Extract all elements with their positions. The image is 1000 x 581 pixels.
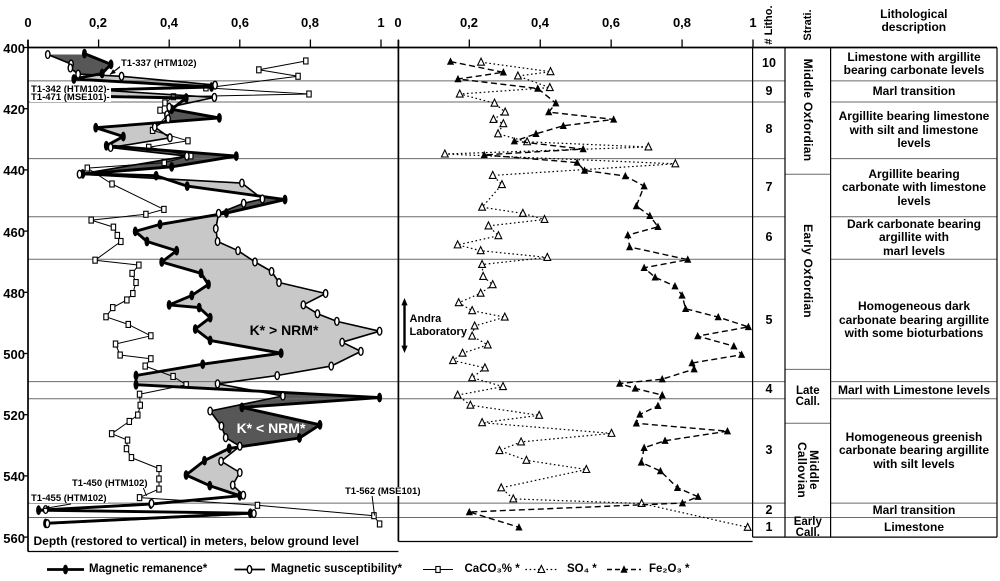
sample-label-t1-337: T1-337 (HTM102)	[120, 58, 198, 69]
left-axis-tick-0_2: 0,2	[88, 15, 108, 30]
litho-unit-number-1: 1	[765, 519, 773, 534]
left-axis-tick-0_8: 0,8	[300, 15, 320, 30]
litho-unit-number-8: 8	[765, 122, 773, 136]
middle-axis-tick-0_2: 0,2	[459, 15, 479, 30]
legend-label-so4: SO₄ *	[567, 562, 597, 575]
left-axis-tick-1: 1	[377, 15, 385, 30]
strati-early-callovian: Early Call.	[793, 516, 822, 539]
depth-label-440: 440	[3, 163, 25, 179]
sample-label-t1-342: T1-342 (HTM102)-	[30, 84, 111, 95]
legend-label-caco3: CaCO₃% *	[464, 562, 520, 575]
depth-label-500: 500	[3, 347, 25, 362]
middle-axis-tick-1: 1	[749, 15, 757, 30]
sample-label-t1-450: T1-450 (HTM102)	[71, 477, 149, 489]
litho-description-4: Marl with Limestone levels	[837, 382, 991, 397]
depth-axis-caption: Depth (restored to vertical) in meters, …	[33, 533, 359, 548]
so4-markers	[440, 56, 752, 531]
litho-unit-number-10: 10	[762, 56, 776, 70]
sample-label-t1-562: T1-562 (MSE101)	[344, 485, 422, 497]
depth-label-540: 540	[3, 469, 25, 485]
middle-axis-tick-0: 0	[394, 15, 402, 30]
litho-description-6: Dark carbonate bearing argillite with ma…	[846, 216, 982, 258]
litho-description-7: Argillite bearing carbonate with limesto…	[841, 166, 987, 208]
litho-column-header: # Litho.	[763, 5, 775, 45]
litho-description-2: Marl transition	[872, 502, 956, 517]
litho-unit-number-6: 6	[765, 230, 773, 244]
strati-middle-callovian: Middle Callovian	[794, 442, 821, 499]
legend-swatches	[47, 564, 641, 575]
k-less-nrm-label: K* < NRM*	[236, 419, 306, 436]
litho-unit-number-5: 5	[765, 312, 773, 327]
litho-unit-number-2: 2	[765, 502, 773, 517]
litho-description-10: Limestone with argillite bearing carbona…	[843, 49, 985, 78]
andra-depth-range-arrow	[401, 298, 408, 353]
strati-middle-oxfordian: Middle Oxfordian	[800, 58, 815, 162]
litho-unit-number-3: 3	[765, 443, 773, 457]
fe2o3-markers	[446, 57, 752, 531]
middle-axis-tick-0_8: 0,8	[672, 15, 692, 30]
legend-label-remanence: Magnetic remanence*	[89, 562, 208, 575]
litho-unit-number-9: 9	[765, 83, 773, 98]
sample-label-t1-455: T1-455 (HTM102)	[30, 492, 108, 504]
depth-label-480: 480	[3, 285, 25, 301]
axes-and-borders	[23, 39, 998, 553]
depth-label-460: 460	[3, 224, 25, 240]
litho-description-5: Homogeneous dark carbonate bearing argil…	[838, 299, 990, 341]
left-axis-tick-0_6: 0,6	[230, 15, 250, 30]
annotation-leader-lines	[43, 65, 375, 516]
depth-label-560: 560	[3, 530, 25, 546]
depth-label-520: 520	[3, 408, 25, 424]
susceptibility-markers	[42, 49, 383, 529]
litho-unit-number-4: 4	[765, 382, 773, 397]
middle-axis-tick-0_6: 0,6	[601, 15, 621, 30]
litho-description-8: Argillite bearing limestone with silt an…	[838, 109, 990, 151]
strati-early-oxfordian: Early Oxfordian	[800, 224, 815, 319]
unit-boundary-lines	[28, 80, 997, 519]
litho-description-9: Marl transition	[872, 83, 956, 98]
left-axis-tick-0_4: 0,4	[159, 15, 179, 30]
legend-label-fe2o3: Fe₂O₃ *	[649, 562, 690, 575]
left-axis-tick-0: 0	[24, 15, 32, 30]
sample-label-t1-471: T1-471 (MSE101)-	[30, 91, 111, 103]
litho-unit-number-7: 7	[765, 179, 773, 194]
fe2o3-curve	[450, 60, 750, 528]
legend-label-susceptibility: Magnetic susceptibility*	[271, 562, 403, 575]
middle-axis-tick-0_4: 0,4	[530, 15, 550, 30]
so4-curve	[444, 61, 748, 528]
k-greater-nrm-label: K* > NRM*	[249, 321, 319, 338]
litho-description-3: Homogeneous greenish carbonate bearing a…	[838, 429, 990, 471]
litho-description-1: Limestone	[883, 519, 944, 534]
strati-late-callovian: Late Call.	[795, 385, 820, 408]
andra-laboratory-label: Andra Laboratory	[409, 313, 467, 338]
remanence-markers	[36, 48, 383, 529]
depth-label-420: 420	[3, 102, 25, 118]
description-column-header: Lithological description	[880, 7, 948, 34]
depth-label-400: 400	[3, 41, 25, 56]
